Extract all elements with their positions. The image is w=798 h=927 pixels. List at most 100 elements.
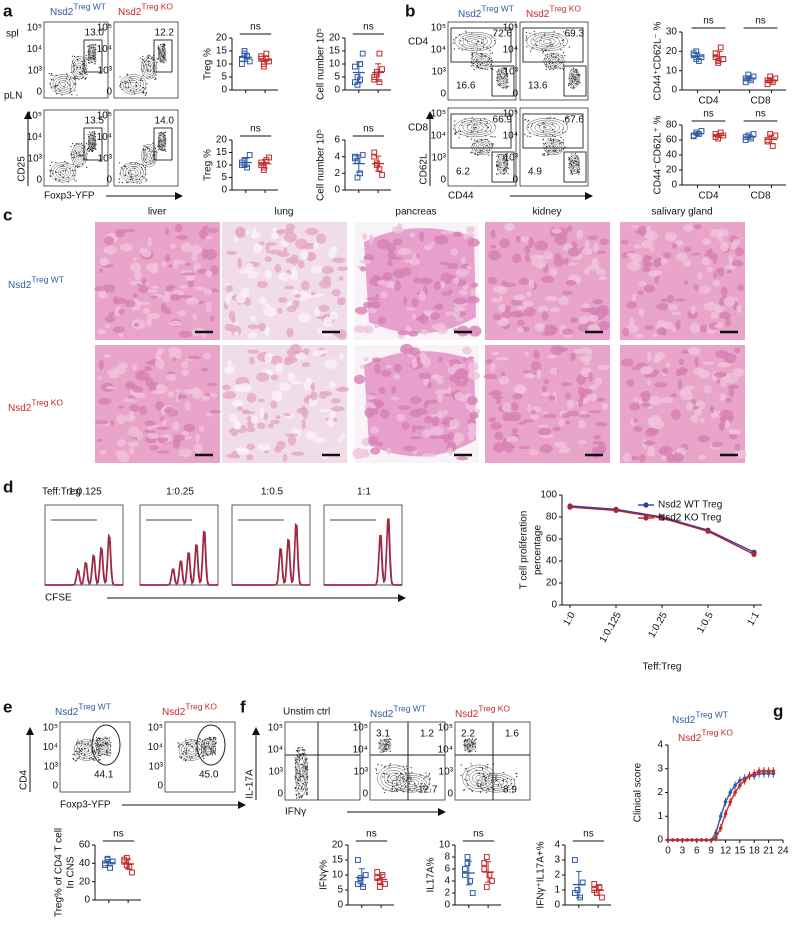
event-dot — [122, 168, 124, 170]
facs-tick: 10⁵ — [503, 109, 518, 120]
tissue-texture — [733, 347, 741, 354]
event-dot — [295, 750, 297, 752]
event-dot — [95, 44, 97, 46]
event-dot — [486, 47, 488, 49]
event-dot — [527, 120, 529, 122]
tissue-texture — [264, 352, 273, 363]
event-dot — [507, 85, 509, 87]
contour — [202, 739, 215, 754]
panel-label: c — [3, 205, 12, 224]
group-label: Nsd2Treg WT — [370, 704, 426, 720]
event-dot — [562, 131, 564, 134]
contour — [538, 123, 556, 132]
contour — [568, 68, 581, 88]
event-dot — [145, 87, 147, 89]
tissue-texture — [295, 238, 308, 250]
group-sup: Treg WT — [695, 710, 728, 720]
contour — [130, 170, 137, 175]
y-tick-label: 60 — [546, 534, 558, 545]
label: 8.9 — [503, 785, 517, 796]
event-dot — [536, 40, 538, 43]
label: Foxp3-YFP — [60, 800, 111, 811]
event-dot — [87, 58, 89, 60]
contour — [60, 170, 67, 175]
event-dot — [144, 166, 146, 169]
tissue-texture — [466, 396, 478, 406]
tissue-texture — [94, 420, 109, 425]
event-dot — [157, 45, 159, 47]
event-dot — [384, 765, 386, 767]
event-dot — [460, 764, 462, 766]
tissue-texture — [690, 252, 701, 256]
event-dot — [489, 65, 492, 68]
event-dot — [73, 754, 76, 756]
event-dot — [301, 787, 303, 789]
tissue-texture — [363, 452, 370, 458]
tissue-texture — [316, 233, 326, 244]
tissue-texture — [193, 443, 203, 454]
tissue-texture — [591, 257, 600, 268]
tissue-texture — [155, 384, 168, 394]
event-dot — [91, 131, 93, 133]
event-dot — [484, 117, 486, 120]
tissue-texture — [667, 294, 675, 304]
x-tick-label: 21 — [763, 846, 775, 857]
tissue-texture — [352, 448, 367, 459]
facs-tick: 10³ — [432, 153, 447, 164]
label: 12.2 — [155, 28, 175, 39]
tissue-texture — [165, 285, 174, 292]
tissue-texture — [207, 382, 218, 387]
contour — [481, 775, 512, 791]
tissue-texture — [245, 263, 254, 271]
tissue-texture — [331, 406, 345, 412]
tissue-texture — [649, 270, 663, 276]
tissue-texture — [353, 325, 366, 333]
data-point — [374, 869, 381, 875]
contour — [499, 160, 505, 169]
tissue-texture — [452, 231, 463, 238]
tissue-texture — [97, 293, 108, 299]
contour — [458, 33, 492, 50]
tissue-texture — [99, 257, 110, 266]
event-dot — [299, 746, 301, 749]
event-dot — [485, 130, 487, 132]
event-dot — [142, 75, 144, 77]
contour — [571, 74, 577, 83]
event-dot — [131, 176, 133, 178]
event-dot — [87, 133, 89, 136]
event-dot — [578, 170, 580, 172]
tissue-texture — [390, 396, 401, 401]
tissue-texture — [434, 389, 449, 395]
event-dot — [49, 164, 51, 167]
tissue-texture — [300, 249, 309, 260]
tissue-texture — [418, 231, 425, 242]
facs-tick: 10⁴ — [27, 44, 42, 55]
tissue-texture — [466, 296, 480, 304]
facs-tick: 0 — [52, 781, 58, 792]
tissue-texture — [256, 422, 266, 429]
y-tick-label: 80 — [666, 120, 678, 131]
tissue-texture — [318, 279, 332, 289]
tissue-texture — [409, 396, 422, 404]
tissue-texture — [675, 252, 688, 262]
contour — [298, 763, 305, 783]
event-dot — [208, 746, 210, 748]
sig-label: ns — [363, 22, 374, 33]
contour — [160, 50, 164, 58]
tissue-texture — [103, 353, 111, 358]
tissue-texture — [242, 411, 256, 415]
event-dot — [379, 751, 381, 753]
event-dot — [165, 60, 167, 62]
y-tick-label: 2 — [444, 888, 450, 899]
event-dot — [568, 156, 570, 159]
contour — [463, 738, 477, 752]
data-point — [680, 838, 685, 842]
event-dot — [152, 58, 154, 60]
data-point — [123, 862, 130, 869]
group-name: Nsd2 — [526, 9, 550, 20]
tissue-texture — [467, 238, 480, 247]
y-tick-label: 20 — [666, 46, 678, 57]
event-dot — [540, 36, 543, 38]
event-dot — [142, 176, 144, 178]
tissue-texture — [720, 241, 729, 252]
